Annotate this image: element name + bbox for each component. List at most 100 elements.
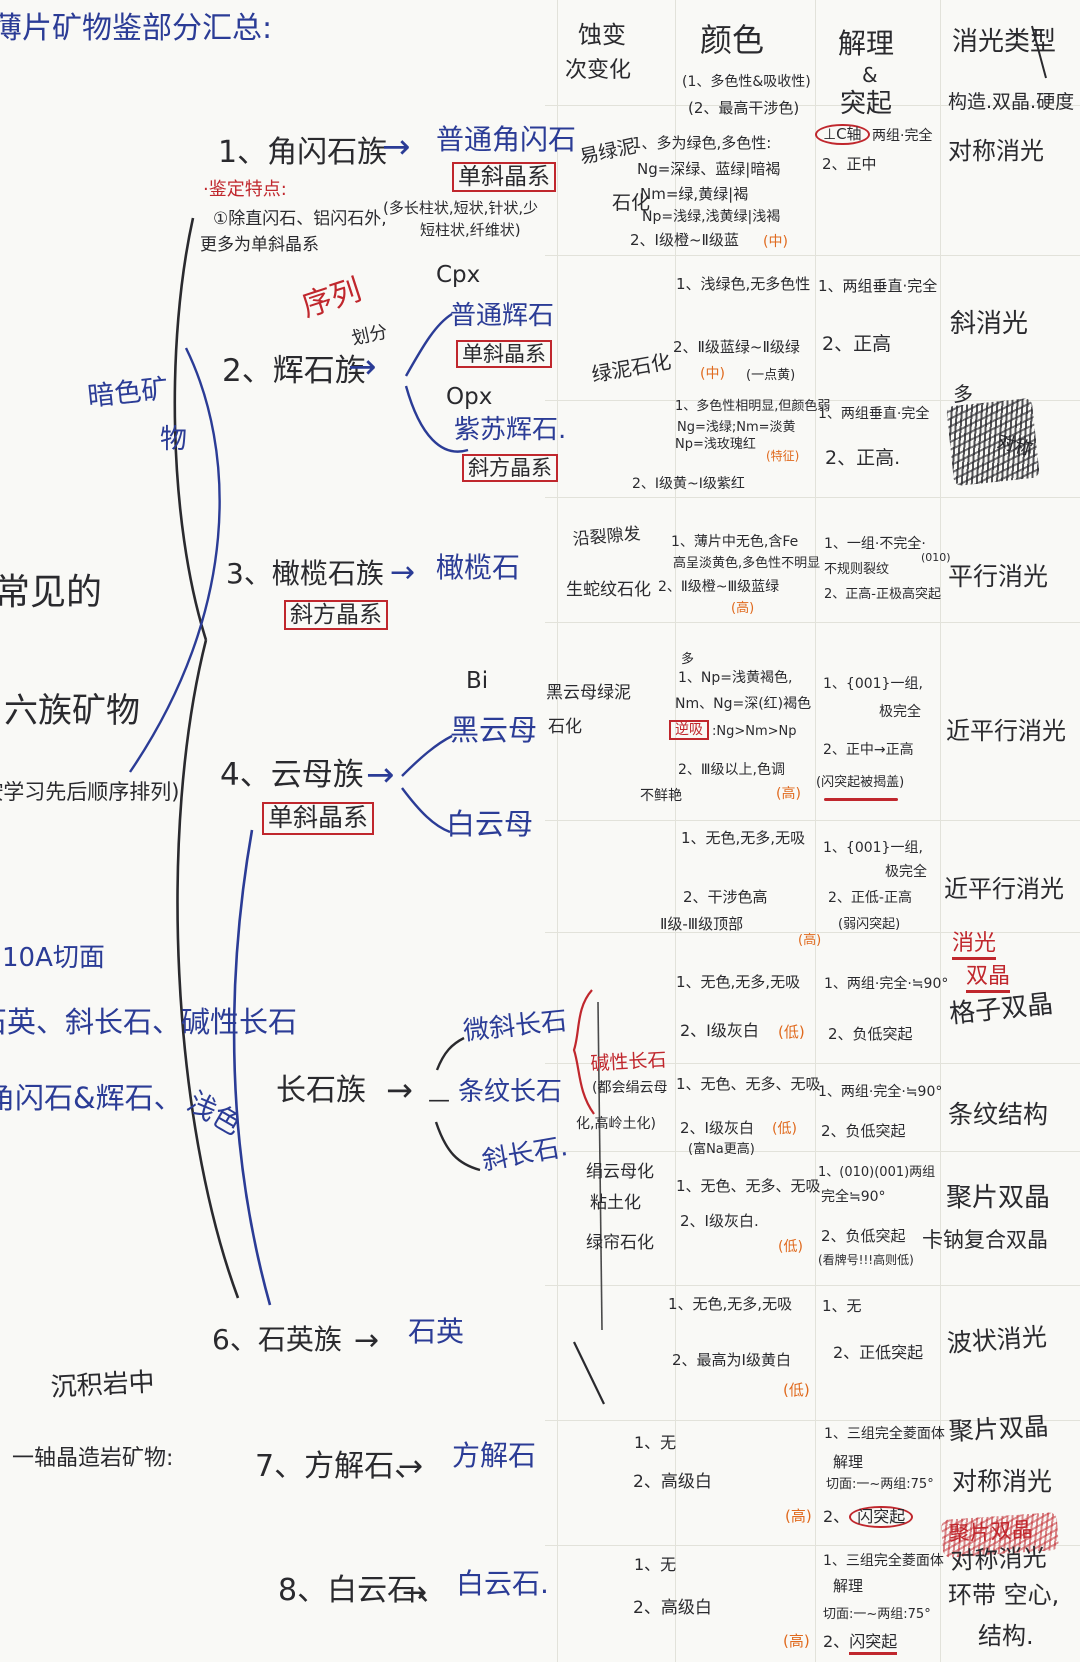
opx-color4: 2、Ⅰ级黄~Ⅰ级紫红 [632, 476, 745, 492]
mica-alteration2: 石化 [548, 717, 582, 737]
uniaxial-label: 一轴晶造岩矿物: [12, 1446, 174, 1471]
amphibole-cleavage2: 2、正中 [822, 155, 877, 173]
light-minerals-line2: 角闪石&辉石、 [0, 1081, 183, 1115]
calcite-color2-note: (高) [785, 1507, 812, 1525]
perthite-color3: (富Na更高) [688, 1142, 755, 1157]
perthite-cleavage1: 1、两组·完全·≒90° [818, 1084, 943, 1100]
biotite-color1: 1、Np=浅黄褐色, [678, 670, 793, 686]
plagioclase-extinction1: 聚片双晶 [946, 1183, 1051, 1213]
microcline-cleavage2: 2、负低突起 [828, 1025, 913, 1043]
muscovite-color1: 1、无色,无多,无吸 [681, 829, 806, 847]
microcline-cleavage1: 1、两组·完全·≒90° [824, 976, 949, 992]
dolomite-cleavage3: 切面:一~两组:75° [823, 1607, 931, 1622]
biotite-mineral: 黑云母 [450, 713, 538, 747]
muscovite-cleavage4: (弱闪突起) [838, 917, 901, 932]
olivine-crystal-system: 斜方晶系 [284, 600, 388, 631]
grid-line [545, 622, 1080, 623]
quartz-color2: 2、最高为Ⅰ级黄白 [672, 1351, 791, 1369]
cpx-color2-note: (中) [700, 366, 725, 382]
grid-line [545, 1285, 1080, 1286]
amphibole-color3: Nm=绿,黄绿|褐 [640, 185, 749, 203]
microcline-color2: 2、Ⅰ级灰白 [680, 1021, 759, 1040]
olivine-cleavage2b: (010) [921, 551, 951, 564]
red-underline [824, 798, 898, 801]
dark-minerals-label2: 物 [160, 424, 187, 455]
olivine-color3: 2、Ⅱ级橙~Ⅲ级蓝绿 [658, 579, 780, 595]
cpx-color2b: (一点黄) [746, 368, 796, 383]
cpx-label: Cpx [436, 262, 481, 288]
dolomite-mineral: 白云石. [456, 1567, 549, 1600]
header-cleavage2: 突起 [840, 89, 893, 119]
amphibole-alteration2: 石化 [612, 192, 651, 214]
header-color: 颜色 [700, 21, 765, 59]
calcite-cleavage1: 1、三组完全菱面体 [824, 1426, 945, 1442]
slice-label: 10A切面 [2, 943, 105, 973]
muscovite-color2: 2、干涉色高 [683, 888, 768, 906]
alkali-note2: 化,高岭土化) [576, 1116, 656, 1132]
header-extinction: 消光类型 [952, 27, 1057, 57]
mica-crystal-system: 单斜晶系 [262, 802, 375, 835]
olivine-cleavage2: 不规则裂纹 [824, 562, 890, 577]
biotite-color0: 多 [681, 652, 695, 667]
arrow-icon: → [348, 347, 377, 387]
light-minerals-line1: 石英、斜长石、碱性长石 [0, 1005, 298, 1039]
dolomite-cleavage1: 1、三组完全菱面体 [823, 1553, 944, 1569]
biotite-color2: Nm、Ng=深(红)褐色 [675, 696, 812, 712]
grid-line [545, 932, 1080, 933]
amphibole-color5-note: (中) [763, 234, 788, 250]
red-note-twin: 双晶 [966, 964, 1011, 994]
calcite-heading: 7、方解石、 [255, 1449, 425, 1484]
biotite-color5: 不鲜艳 [640, 788, 682, 804]
grid-line [940, 0, 941, 1662]
header-color-sub2: (2、最高干涉色) [688, 99, 800, 117]
feature-line1: ①除直闪石、铝闪石外, [213, 209, 387, 229]
dolomite-extinction2: 对称消光 [949, 1543, 1047, 1575]
opx-color3-note: (特征) [766, 449, 800, 463]
perthite-extinction: 条纹结构 [948, 1100, 1049, 1129]
grid-line [675, 0, 676, 1662]
dolomite-color2: 2、高级白 [633, 1598, 712, 1618]
sediment-label: 沉积岩中 [49, 1367, 156, 1403]
quartz-mineral: 石英 [408, 1315, 465, 1348]
cpx-crystal-system: 单斜晶系 [456, 340, 552, 369]
opx-color1: 1、多色性相明显,但颜色弱 [675, 399, 831, 414]
feature-line2: 更多为单斜晶系 [200, 235, 319, 255]
plagioclase-color2-note: (低) [778, 1239, 803, 1255]
grid-line [545, 497, 1080, 498]
amphibole-color2: Ng=深绿、蓝绿|暗褐 [637, 160, 781, 178]
grid-line [545, 105, 1080, 106]
muscovite-extinction: 近平行消光 [944, 875, 1064, 903]
biotite-color3b: :Ng>Nm>Np [712, 724, 797, 739]
perthite-cleavage2: 2、负低突起 [821, 1122, 906, 1140]
microcline-color1: 1、无色,无多,无吸 [676, 973, 801, 991]
opx-color2: Ng=浅绿;Nm=淡黄 [677, 420, 796, 435]
opx-crystal-system: 斜方晶系 [462, 454, 558, 483]
perthite-color2: 2、Ⅰ级灰白 [680, 1119, 754, 1137]
dolomite-extinction4: 结构. [978, 1622, 1034, 1650]
header-alteration2: 次变化 [565, 58, 632, 83]
arrow-icon: → [386, 1071, 413, 1109]
biotite-cleavage4: (闪突起被揭盖) [816, 775, 905, 790]
cpx-color2: 2、Ⅱ级蓝绿~Ⅱ级绿 [673, 338, 800, 356]
calcite-extinction2: 对称消光 [952, 1467, 1053, 1496]
plagioclase-color1: 1、无色、无多、无吸 [676, 1177, 821, 1195]
muscovite-color3: Ⅱ级-Ⅲ级顶部 [660, 915, 744, 933]
feature-title: ·鉴定特点: [203, 179, 287, 200]
dolomite-heading: 8、白云石、 [278, 1573, 448, 1608]
plagioclase-cleavage3: 2、负低突起 [821, 1227, 906, 1245]
quartz-heading: 6、石英族 [212, 1323, 342, 1356]
dolomite-color1: 1、无 [634, 1555, 677, 1574]
arrow-icon: → [402, 1575, 428, 1610]
calcite-cleavage4: 2、 闪突起 [823, 1506, 914, 1529]
grid-line [545, 1151, 1080, 1152]
dolomite-relief-underlined: 闪突起 [849, 1632, 898, 1655]
grid-line [557, 0, 558, 1662]
amphibole-crystal-system: 单斜晶系 [452, 162, 556, 193]
alkali-note1: (都会绢云母 [592, 1080, 668, 1096]
opx-color3: Np=浅玫瑰红 [675, 437, 756, 452]
common-label: 常见的 [0, 572, 103, 613]
plagioclase-color2: 2、Ⅰ级灰白. [680, 1212, 759, 1230]
olivine-cleavage1: 1、一组·不完全· [824, 536, 926, 552]
